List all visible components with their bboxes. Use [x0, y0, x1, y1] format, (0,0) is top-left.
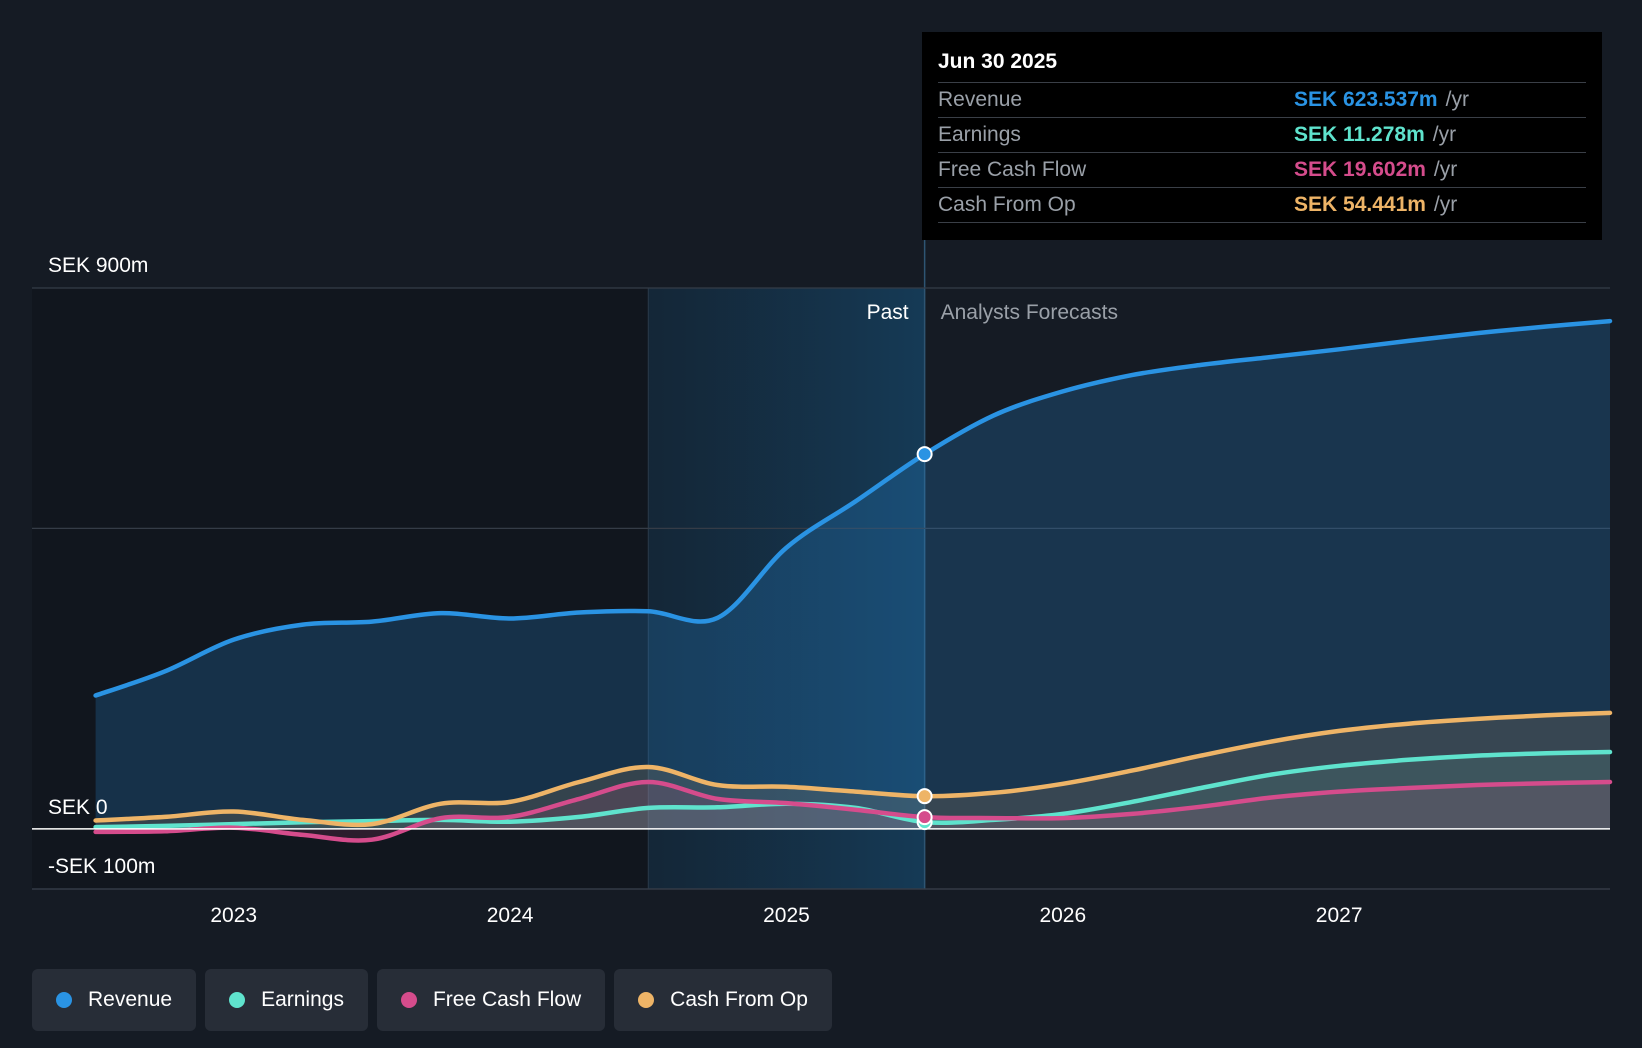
x-axis-tick-label: 2026: [1039, 904, 1086, 927]
legend-item-free-cash-flow[interactable]: Free Cash Flow: [376, 969, 606, 1031]
tooltip-row-cash-from-op: Cash From Op SEK 54.441m /yr: [938, 187, 1586, 223]
legend-label: Earnings: [261, 988, 344, 1011]
tooltip-row-earnings: Earnings SEK 11.278m /yr: [938, 117, 1586, 152]
legend-dot-icon: [400, 992, 417, 1008]
revenue-area: [95, 321, 1611, 829]
legend-label: Free Cash Flow: [432, 988, 582, 1011]
tooltip-row-revenue: Revenue SEK 623.537m /yr: [938, 82, 1586, 117]
tooltip-label: Free Cash Flow: [938, 158, 1087, 181]
legend-label: Revenue: [88, 988, 173, 1011]
tooltip-value: SEK 11.278m: [1294, 123, 1425, 146]
history-region: [32, 288, 649, 889]
legend-dot-icon: [56, 992, 72, 1008]
tooltip-row-free-cash-flow: Free Cash Flow SEK 19.602m /yr: [938, 152, 1586, 187]
x-axis-tick-label: 2023: [210, 904, 257, 927]
y-axis-label: -SEK 100m: [48, 855, 155, 878]
tooltip-unit: /yr: [1445, 88, 1469, 111]
tooltip-value: SEK 623.537m: [1294, 88, 1438, 111]
tooltip-value: SEK 19.602m: [1294, 158, 1426, 181]
y-axis-label: SEK 0: [48, 796, 108, 819]
x-axis-tick-label: 2027: [1316, 904, 1363, 927]
legend-item-cash-from-op[interactable]: Cash From Op: [614, 969, 832, 1031]
tooltip-label: Revenue: [938, 88, 1023, 111]
hover-tooltip: Jun 30 2025 Revenue SEK 623.537m /yr Ear…: [922, 32, 1602, 240]
y-axis-label: SEK 900m: [48, 254, 148, 277]
legend-dot-icon: [229, 992, 246, 1008]
tooltip-label: Earnings: [938, 123, 1021, 146]
forecast-label: Analysts Forecasts: [941, 301, 1118, 324]
legend-dot-icon: [638, 992, 655, 1008]
tooltip-date: Jun 30 2025: [938, 50, 1058, 73]
chart-legend: Revenue Earnings Free Cash Flow Cash Fro…: [32, 969, 832, 1031]
x-axis-tick-label: 2024: [487, 904, 534, 927]
cash-from-op-area: [95, 712, 1611, 829]
free-cash-flow-marker: [916, 809, 933, 826]
tooltip-unit: /yr: [1433, 193, 1458, 216]
earnings-area: [95, 752, 1611, 829]
tooltip-unit: /yr: [1433, 158, 1458, 181]
legend-item-revenue[interactable]: Revenue: [32, 969, 197, 1031]
revenue-marker: [916, 446, 933, 463]
tooltip-unit: /yr: [1432, 123, 1457, 146]
cash-from-op-line: [93, 710, 1613, 828]
legend-item-earnings[interactable]: Earnings: [205, 969, 368, 1031]
revenue-line: [93, 318, 1613, 698]
free-cash-flow-line: [93, 779, 1613, 843]
tooltip-value: SEK 54.441m: [1294, 193, 1426, 216]
cash-from-op-marker: [916, 788, 933, 805]
legend-label: Cash From Op: [670, 988, 808, 1011]
x-axis-tick-label: 2025: [763, 904, 810, 927]
tooltip-label: Cash From Op: [938, 193, 1076, 216]
past-label: Past: [867, 301, 909, 324]
